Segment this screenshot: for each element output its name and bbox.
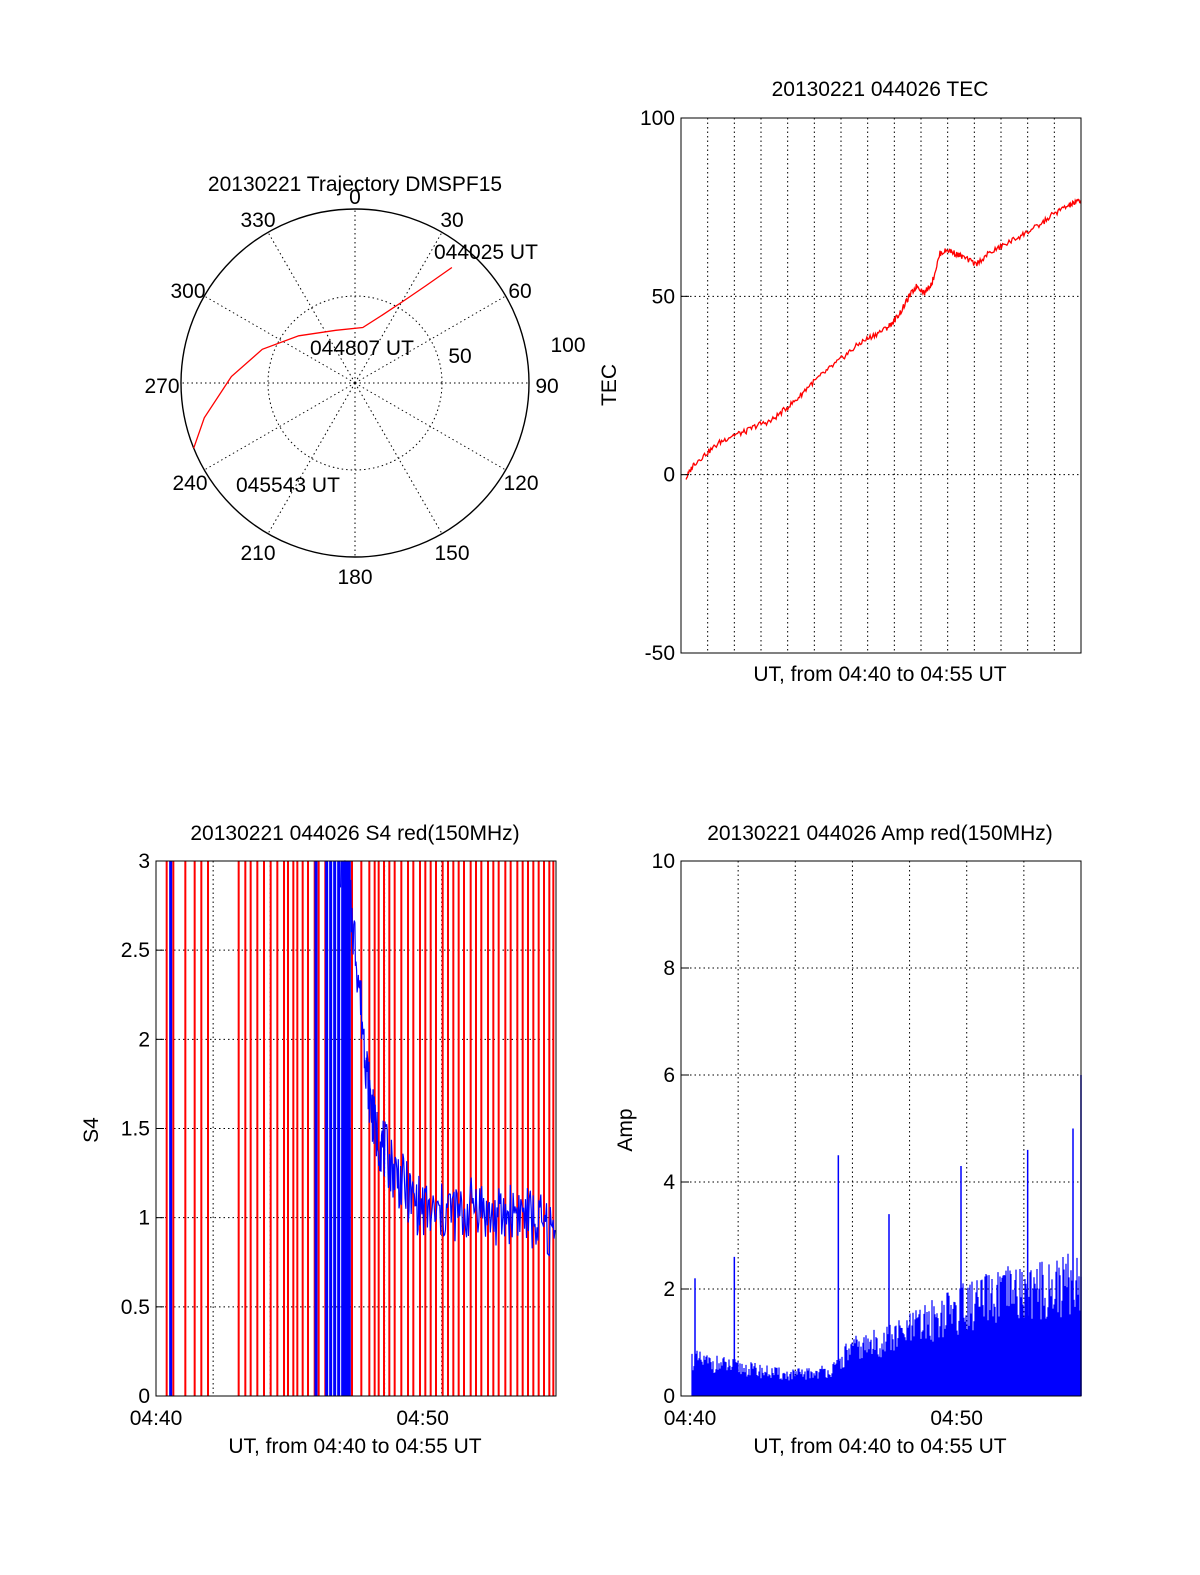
tec-grid: [681, 118, 1081, 653]
tec-ytick-label-0: 100: [640, 107, 675, 130]
polar-azimuth-label-330: 330: [240, 209, 275, 232]
tec-plot-frame: [680, 117, 1082, 654]
tec-y-label: TEC: [598, 364, 621, 406]
trajectory-end-label: 045543 UT: [236, 474, 340, 497]
trajectory-line: [193, 266, 453, 449]
amp-ytick-label-0: 10: [652, 850, 675, 873]
polar-azimuth-label-60: 60: [508, 280, 531, 303]
trajectory-title: 20130221 Trajectory DMSPF15: [208, 173, 502, 196]
polar-azimuth-label-240: 240: [172, 472, 207, 495]
s4-y-tick-labels: 3 2.5 2 1.5 1 0.5 0: [121, 850, 164, 1408]
s4-x-label: UT, from 04:40 to 04:55 UT: [228, 1435, 481, 1458]
s4-grid: [156, 861, 556, 1396]
polar-spoke-330: [267, 232, 356, 384]
s4-ytick-label-6: 0: [138, 1385, 150, 1408]
tec-panel: 20130221 044026 TEC 100 50 0 -50 UT, from 0…: [598, 78, 1082, 686]
amp-x-tick-labels: 04:40 04:50: [664, 1407, 983, 1430]
polar-azimuth-labels: 0 30 60 90 120 150 180 210 240 270 300 330: [144, 186, 558, 589]
amp-ytick-label-1: 8: [663, 957, 675, 980]
polar-grid: [180, 208, 530, 558]
trajectory-mid-label: 044807 UT: [310, 337, 414, 360]
tec-series-line: [685, 198, 1082, 480]
polar-azimuth-label-300: 300: [170, 280, 205, 303]
s4-ytick-label-3: 1.5: [121, 1118, 150, 1141]
polar-spoke-30: [354, 232, 443, 384]
polar-azimuth-label-150: 150: [434, 542, 469, 565]
polar-azimuth-label-90: 90: [535, 375, 558, 398]
polar-spoke-150: [354, 382, 443, 534]
s4-panel: 20130221 044026 S4 red(150MHz) 3 2.5 2 1.5 1…: [80, 822, 557, 1458]
polar-azimuth-label-270: 270: [144, 375, 179, 398]
amp-bars: [691, 1075, 1082, 1396]
trajectory-panel: 20130221 Trajectory DMSPF15 0 30 60 90 120 15…: [144, 173, 585, 589]
polar-azimuth-label-180: 180: [337, 566, 372, 589]
amp-x-label: UT, from 04:40 to 04:55 UT: [753, 1435, 1006, 1458]
polar-spoke-120: [354, 382, 506, 471]
tec-ytick-label-2: 0: [663, 464, 675, 487]
polar-spoke-60: [354, 295, 506, 384]
s4-blue-series-line: [339, 860, 556, 1257]
amp-ytick-label-3: 4: [663, 1171, 675, 1194]
amp-ytick-label-2: 6: [663, 1064, 675, 1087]
polar-azimuth-label-120: 120: [503, 472, 538, 495]
polar-outer-circle: [180, 208, 530, 558]
polar-azimuth-label-30: 30: [440, 209, 463, 232]
polar-azimuth-label-210: 210: [240, 542, 275, 565]
radial-label-100: 100: [550, 334, 585, 357]
amp-xtick-label-0: 04:40: [664, 1407, 717, 1430]
s4-title: 20130221 044026 S4 red(150MHz): [190, 822, 519, 845]
amp-xtick-label-1: 04:50: [930, 1407, 983, 1430]
radial-label-50: 50: [448, 345, 471, 368]
s4-ytick-label-2: 2: [138, 1028, 150, 1051]
s4-y-label: S4: [80, 1117, 103, 1143]
tec-title: 20130221 044026 TEC: [772, 78, 989, 101]
amp-plot-frame: [680, 860, 1082, 1397]
trajectory-start-label: 044025 UT: [434, 241, 538, 264]
polar-spoke-300: [204, 295, 356, 384]
amp-panel: 20130221 044026 Amp red(150MHz) 1086420 …: [614, 822, 1082, 1458]
s4-x-tick-labels: 04:40 04:50: [130, 1407, 449, 1430]
amp-fill-bars: [691, 1253, 1082, 1396]
tec-ytick-label-3: -50: [645, 642, 675, 665]
amp-grid: [681, 861, 1081, 1396]
tec-y-tick-labels: 100 50 0 -50: [640, 107, 689, 665]
s4-ytick-label-5: 0.5: [121, 1296, 150, 1319]
polar-spoke-210: [267, 382, 356, 534]
s4-xtick-label-0: 04:40: [130, 1407, 183, 1430]
amp-title: 20130221 044026 Amp red(150MHz): [707, 822, 1053, 845]
amp-y-tick-labels: 10 8 6 4 2 0: [652, 850, 689, 1408]
tec-ytick-label-1: 50: [652, 285, 675, 308]
s4-xtick-label-1: 04:50: [396, 1407, 449, 1430]
s4-ytick-label-0: 3: [138, 850, 150, 873]
polar-azimuth-label-0: 0: [349, 186, 361, 209]
tec-x-label: UT, from 04:40 to 04:55 UT: [753, 663, 1006, 686]
s4-spikes: [165, 861, 555, 1396]
amp-ytick-label-5: 0: [663, 1385, 675, 1408]
polar-spoke-240: [204, 382, 356, 471]
s4-ytick-label-1: 2.5: [121, 939, 150, 962]
amp-y-label: Amp: [614, 1108, 637, 1151]
s4-ytick-label-4: 1: [138, 1207, 150, 1230]
amp-ytick-label-4: 2: [663, 1278, 675, 1301]
